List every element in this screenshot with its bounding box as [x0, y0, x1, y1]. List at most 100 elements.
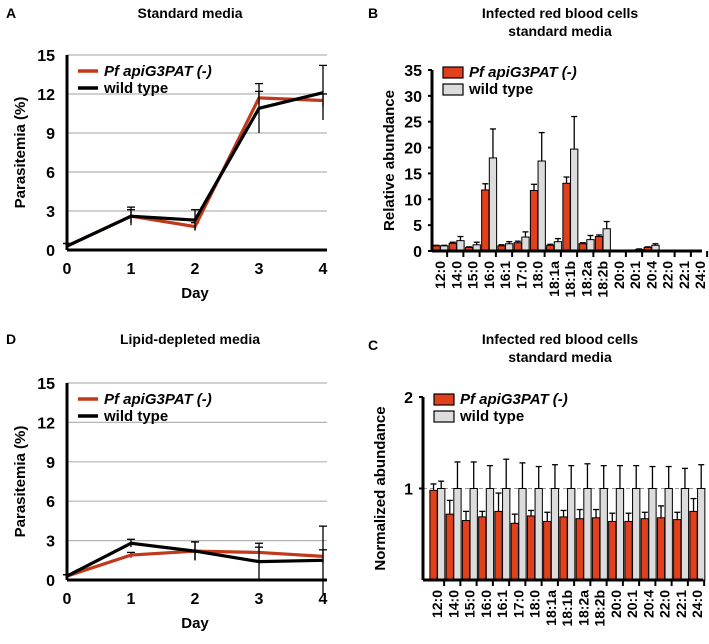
chart-c-title-line2: standard media [508, 349, 612, 365]
chart-c-bar-mutant [608, 520, 617, 581]
chart-c-bar-wild-type [615, 488, 625, 581]
chart-c-bar-mutant [461, 520, 471, 581]
chart-b-title-line1: Infected red blood cells [482, 5, 639, 21]
chart-c-bar-wild-type [502, 488, 511, 581]
chart-a-title: Standard media [137, 5, 242, 21]
chart-c-legend-swatch-0 [433, 393, 455, 406]
chart-b-y-axis-label: Relative abundance [381, 90, 398, 231]
chart-d-legend-label-1: wild type [103, 408, 168, 425]
chart-b-xtick-label: 22:0 [660, 261, 676, 289]
chart-c-bar-mutant [494, 510, 503, 581]
chart-c-bar-mutant [575, 518, 584, 581]
chart-c-xtick-label: 17:0 [510, 590, 526, 618]
chart-b-legend-label-0: Pf apiG3PAT (-) [469, 64, 577, 81]
chart-c-bar-mutant [624, 520, 633, 581]
chart-b-xtick-label: 20:1 [627, 261, 643, 289]
chart-a-xtick-label: 1 [127, 261, 136, 278]
chart-a-y-axis-label: Parasitemia (%) [12, 97, 29, 209]
chart-c-bar-wild-type [453, 488, 462, 581]
chart-a-legend-label-0: Pf apiG3PAT (-) [104, 63, 212, 80]
chart-d-xtick-label: 1 [127, 591, 136, 608]
panel-label-a: A [6, 5, 16, 21]
chart-b-xtick-label: 18:2a [578, 261, 594, 297]
chart-d-ytick-label: 12 [37, 415, 55, 432]
chart-b-ytick-label: 20 [404, 141, 422, 158]
chart-b-xtick-label: 17:0 [513, 261, 529, 289]
chart-a-series-line-1 [66, 91, 324, 248]
chart-c-bar-wild-type [648, 488, 657, 581]
chart-c-bar-mutant [656, 517, 666, 581]
chart-c-bar-wild-type [534, 488, 543, 581]
chart-b-bar-mutant [529, 189, 539, 252]
chart-b-bar-mutant [562, 182, 571, 252]
chart-c-bar-mutant [478, 516, 487, 581]
chart-c-bar-wild-type [599, 488, 608, 581]
chart-c-xtick-label: 18:2b [592, 590, 608, 627]
chart-a-ytick-label: 0 [46, 243, 55, 260]
chart-c-xtick-label: 20:4 [640, 590, 656, 618]
chart-c-xtick-label: 22:1 [673, 590, 689, 618]
chart-b-bar-wild-type [456, 240, 465, 252]
chart-a-legend-label-1: wild type [103, 80, 168, 97]
chart-c-xtick-label: 18:1a [543, 590, 559, 626]
panel-label-c: C [368, 337, 378, 353]
chart-c-xtick-label: 16:0 [478, 590, 494, 618]
chart-b-xtick-label: 16:0 [481, 261, 497, 289]
chart-c-bar-mutant [445, 513, 454, 581]
chart-d-xtick-label: 3 [255, 591, 264, 608]
chart-c-bar-mutant [591, 517, 601, 581]
chart-d-xtick-label: 0 [63, 591, 72, 608]
chart-a-ytick-label: 12 [37, 87, 55, 104]
chart-b-title-line2: standard media [508, 23, 612, 39]
chart-b-xtick-label: 24:0 [692, 261, 708, 289]
chart-c-legend-label-0: Pf apiG3PAT (-) [460, 391, 568, 408]
chart-a-xtick-label: 0 [63, 261, 72, 278]
chart-a-ytick-label: 3 [46, 204, 55, 221]
chart-d-ytick-label: 15 [37, 376, 55, 393]
chart-b-legend-swatch-1 [442, 83, 464, 96]
chart-b-bar-wild-type [570, 148, 579, 252]
chart-b-xtick-label: 22:1 [676, 261, 692, 289]
chart-c-xtick-label: 18:1b [559, 590, 575, 627]
chart-c-xtick-label: 18:2a [575, 590, 591, 626]
chart-d-ytick-label: 0 [46, 573, 55, 590]
chart-b-ytick-label: 25 [404, 115, 422, 132]
chart-b-xtick-label: 20:0 [611, 261, 627, 289]
panel-label-b: B [368, 5, 378, 21]
chart-d-xtick-label: 4 [319, 591, 328, 608]
chart-b-xtick-label: 18:2b [595, 261, 611, 298]
chart-a-ytick-label: 6 [46, 165, 55, 182]
chart-c-bar-wild-type [567, 488, 576, 581]
chart-c-bar-wild-type [485, 488, 495, 581]
chart-b-bar-mutant [481, 189, 490, 252]
chart-b-bar-mutant [594, 236, 604, 252]
chart-d-y-axis-label: Parasitemia (%) [12, 426, 29, 538]
chart-b-xtick-label: 12:0 [432, 261, 448, 289]
chart-c-xtick-label: 20:0 [608, 590, 624, 618]
chart-d-title: Lipid-depleted media [120, 331, 260, 347]
chart-d-legend-label-0: Pf apiG3PAT (-) [104, 391, 212, 408]
chart-b-bar-wild-type [488, 157, 498, 252]
chart-c-xtick-label: 14:0 [445, 590, 461, 618]
chart-b-ytick-label: 10 [404, 192, 422, 209]
chart-c-xtick-label: 24:0 [689, 590, 705, 618]
chart-c-bar-mutant [526, 515, 536, 581]
chart-b-xtick-label: 15:0 [465, 261, 481, 289]
chart-a-x-axis-label: Day [181, 285, 209, 302]
chart-a-ytick-label: 15 [37, 48, 55, 65]
chart-b-bar-wild-type [586, 239, 595, 252]
chart-c-bar-mutant [429, 489, 438, 581]
chart-c-bar-wild-type [680, 488, 690, 581]
chart-c-bar-mutant [689, 510, 698, 581]
chart-c-title-line1: Infected red blood cells [482, 331, 639, 347]
chart-d-x-axis-label: Day [181, 615, 209, 632]
chart-b-xtick-label: 18:0 [530, 261, 546, 289]
chart-a-ytick-label: 9 [46, 126, 55, 143]
chart-b-ytick-label: 30 [404, 89, 422, 106]
chart-c-ytick-label: 2 [404, 390, 413, 407]
chart-c-bar-wild-type [664, 488, 673, 581]
chart-c-bar-wild-type [437, 488, 446, 581]
chart-c-bar-mutant [673, 519, 682, 581]
